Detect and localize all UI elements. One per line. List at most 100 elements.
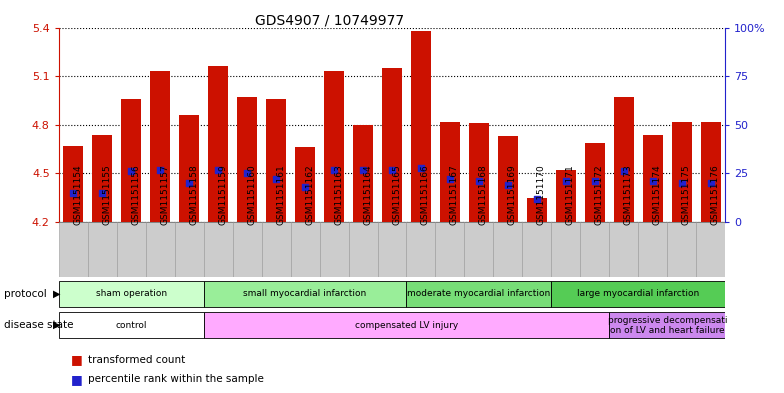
Bar	[638, 222, 667, 277]
Bar	[609, 312, 725, 338]
Bar	[609, 222, 638, 277]
Text: moderate myocardial infarction: moderate myocardial infarction	[408, 289, 550, 298]
Point	[183, 180, 195, 186]
Text: protocol: protocol	[4, 289, 47, 299]
Bar	[179, 115, 199, 222]
Bar	[117, 222, 146, 277]
Point	[560, 178, 572, 184]
Text: GSM1151156: GSM1151156	[131, 164, 140, 225]
Bar	[59, 312, 204, 338]
Text: transformed count: transformed count	[88, 354, 185, 365]
Text: GSM1151176: GSM1151176	[711, 164, 720, 225]
Point	[415, 164, 427, 171]
Bar	[556, 170, 576, 222]
Text: GSM1151162: GSM1151162	[305, 164, 314, 225]
Point	[270, 176, 282, 182]
Point	[705, 180, 717, 186]
Bar	[93, 134, 112, 222]
Bar	[237, 97, 257, 222]
Point	[299, 184, 311, 190]
Text: GSM1151160: GSM1151160	[247, 164, 256, 225]
Point	[502, 182, 514, 188]
Text: GSM1151175: GSM1151175	[682, 164, 691, 225]
Text: GSM1151173: GSM1151173	[624, 164, 633, 225]
Point	[96, 190, 108, 196]
Text: disease state: disease state	[4, 320, 74, 330]
Text: GSM1151157: GSM1151157	[160, 164, 169, 225]
Bar	[146, 222, 175, 277]
Point	[212, 166, 224, 173]
Bar	[208, 66, 228, 222]
Text: GSM1151159: GSM1151159	[218, 164, 227, 225]
Point	[676, 180, 688, 186]
Bar	[88, 222, 117, 277]
Bar	[464, 222, 493, 277]
Bar	[406, 281, 551, 307]
Point	[328, 166, 340, 173]
Text: GDS4907 / 10749977: GDS4907 / 10749977	[255, 14, 404, 28]
Text: ■: ■	[71, 373, 82, 386]
Text: GSM1151171: GSM1151171	[566, 164, 575, 225]
Bar	[551, 222, 580, 277]
Bar	[150, 71, 170, 222]
Point	[386, 166, 398, 173]
Text: sham operation: sham operation	[96, 289, 167, 298]
Bar	[204, 222, 233, 277]
Text: GSM1151174: GSM1151174	[653, 164, 662, 225]
Text: GSM1151154: GSM1151154	[73, 164, 82, 225]
Text: GSM1151168: GSM1151168	[479, 164, 488, 225]
Point	[444, 176, 456, 182]
Bar	[696, 222, 725, 277]
Bar	[643, 134, 663, 222]
Point	[618, 168, 630, 174]
Text: GSM1151167: GSM1151167	[450, 164, 459, 225]
Text: GSM1151170: GSM1151170	[537, 164, 546, 225]
Bar	[204, 312, 609, 338]
Bar	[498, 136, 518, 222]
Bar	[324, 71, 344, 222]
Text: ▶: ▶	[53, 320, 60, 330]
Text: GSM1151165: GSM1151165	[392, 164, 401, 225]
Point	[154, 166, 166, 173]
Bar	[701, 121, 720, 222]
Text: GSM1151166: GSM1151166	[421, 164, 430, 225]
Point	[589, 178, 601, 184]
Bar	[435, 222, 464, 277]
Text: GSM1151158: GSM1151158	[189, 164, 198, 225]
Bar	[59, 281, 204, 307]
Bar	[411, 31, 431, 222]
Bar	[527, 198, 547, 222]
Point	[531, 196, 543, 202]
Bar	[175, 222, 204, 277]
Bar	[585, 143, 605, 222]
Bar	[59, 222, 88, 277]
Bar	[64, 146, 83, 222]
Bar	[121, 99, 141, 222]
Bar	[469, 123, 489, 222]
Text: progressive decompensati
on of LV and heart failure: progressive decompensati on of LV and he…	[608, 316, 727, 335]
Point	[647, 178, 659, 184]
Bar	[262, 222, 291, 277]
Text: ■: ■	[71, 353, 82, 366]
Point	[125, 168, 137, 174]
Text: GSM1151163: GSM1151163	[334, 164, 343, 225]
Text: ▶: ▶	[53, 289, 60, 299]
Bar	[580, 222, 609, 277]
Bar	[378, 222, 406, 277]
Text: GSM1151161: GSM1151161	[276, 164, 285, 225]
Point	[473, 178, 485, 184]
Bar	[667, 222, 696, 277]
Text: percentile rank within the sample: percentile rank within the sample	[88, 374, 263, 384]
Bar	[349, 222, 378, 277]
Point	[67, 190, 79, 196]
Text: small myocardial infarction: small myocardial infarction	[244, 289, 367, 298]
Bar	[551, 281, 725, 307]
Bar	[493, 222, 522, 277]
Bar	[266, 99, 286, 222]
Text: GSM1151169: GSM1151169	[508, 164, 517, 225]
Text: large myocardial infarction: large myocardial infarction	[577, 289, 699, 298]
Text: GSM1151155: GSM1151155	[102, 164, 111, 225]
Bar	[672, 121, 691, 222]
Text: compensated LV injury: compensated LV injury	[355, 321, 458, 330]
Bar	[614, 97, 634, 222]
